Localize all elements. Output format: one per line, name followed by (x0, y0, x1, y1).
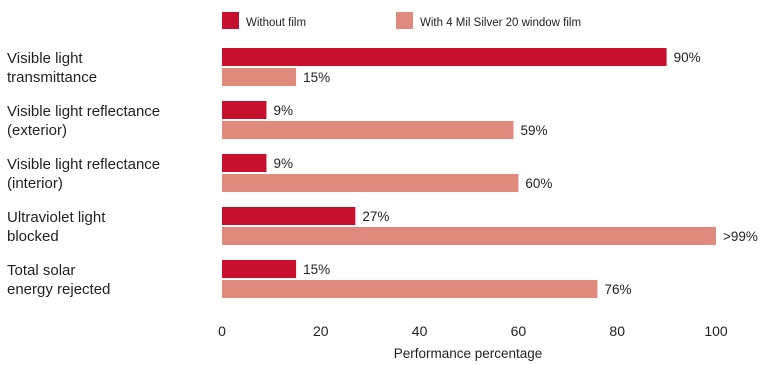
bar-value-label: 60% (525, 176, 552, 191)
bar-without-film (222, 260, 297, 278)
bars (222, 48, 716, 298)
x-tick-label: 80 (609, 323, 625, 339)
bar-with-film (222, 174, 519, 192)
bar-value-label: 15% (303, 262, 330, 277)
legend-label-without-film: Without film (246, 17, 306, 29)
bar-without-film (222, 154, 267, 172)
category-label: Total solar energy rejected (7, 262, 110, 298)
bar-value-label: 27% (362, 209, 389, 224)
x-axis-tick-labels: 0 20 40 60 80 100 (218, 323, 728, 339)
legend-label-with-film: With 4 Mil Silver 20 window film (420, 17, 581, 29)
bar-without-film (222, 101, 267, 119)
x-tick-label: 20 (313, 323, 329, 339)
category-label: Visible light reflectance (exterior) (7, 103, 160, 139)
x-tick-label: 40 (412, 323, 428, 339)
category-label: Visible light reflectance (interior) (7, 156, 160, 192)
bar-with-film (222, 227, 716, 245)
bar-with-film (222, 280, 598, 298)
x-axis-label: Performance percentage (394, 346, 543, 361)
bar-value-label: 15% (303, 70, 330, 85)
x-tick-label: 100 (704, 323, 728, 339)
category-label: Ultraviolet light blocked (7, 209, 106, 245)
bar-value-label: >99% (723, 229, 758, 244)
legend-swatch-without-film (222, 12, 239, 29)
legend-swatch-with-film (396, 12, 413, 29)
bar-value-label: 76% (604, 282, 631, 297)
category-label: Visible light transmittance (7, 50, 97, 86)
bar-with-film (222, 68, 297, 86)
bar-value-label: 9% (273, 156, 293, 171)
bar-without-film (222, 48, 667, 66)
x-tick-label: 0 (218, 323, 226, 339)
bar-without-film (222, 207, 356, 225)
bar-value-label: 90% (674, 50, 701, 65)
bar-with-film (222, 121, 514, 139)
data-labels: 90% 15% 9% 59% 9% 60% 27% >99% 15% 76% (273, 50, 757, 297)
bar-value-label: 59% (520, 123, 547, 138)
category-labels: Visible light transmittance Visible light … (7, 50, 160, 298)
bar-value-label: 9% (273, 103, 293, 118)
legend: Without film With 4 Mil Silver 20 window… (222, 12, 581, 29)
x-tick-label: 60 (511, 323, 527, 339)
